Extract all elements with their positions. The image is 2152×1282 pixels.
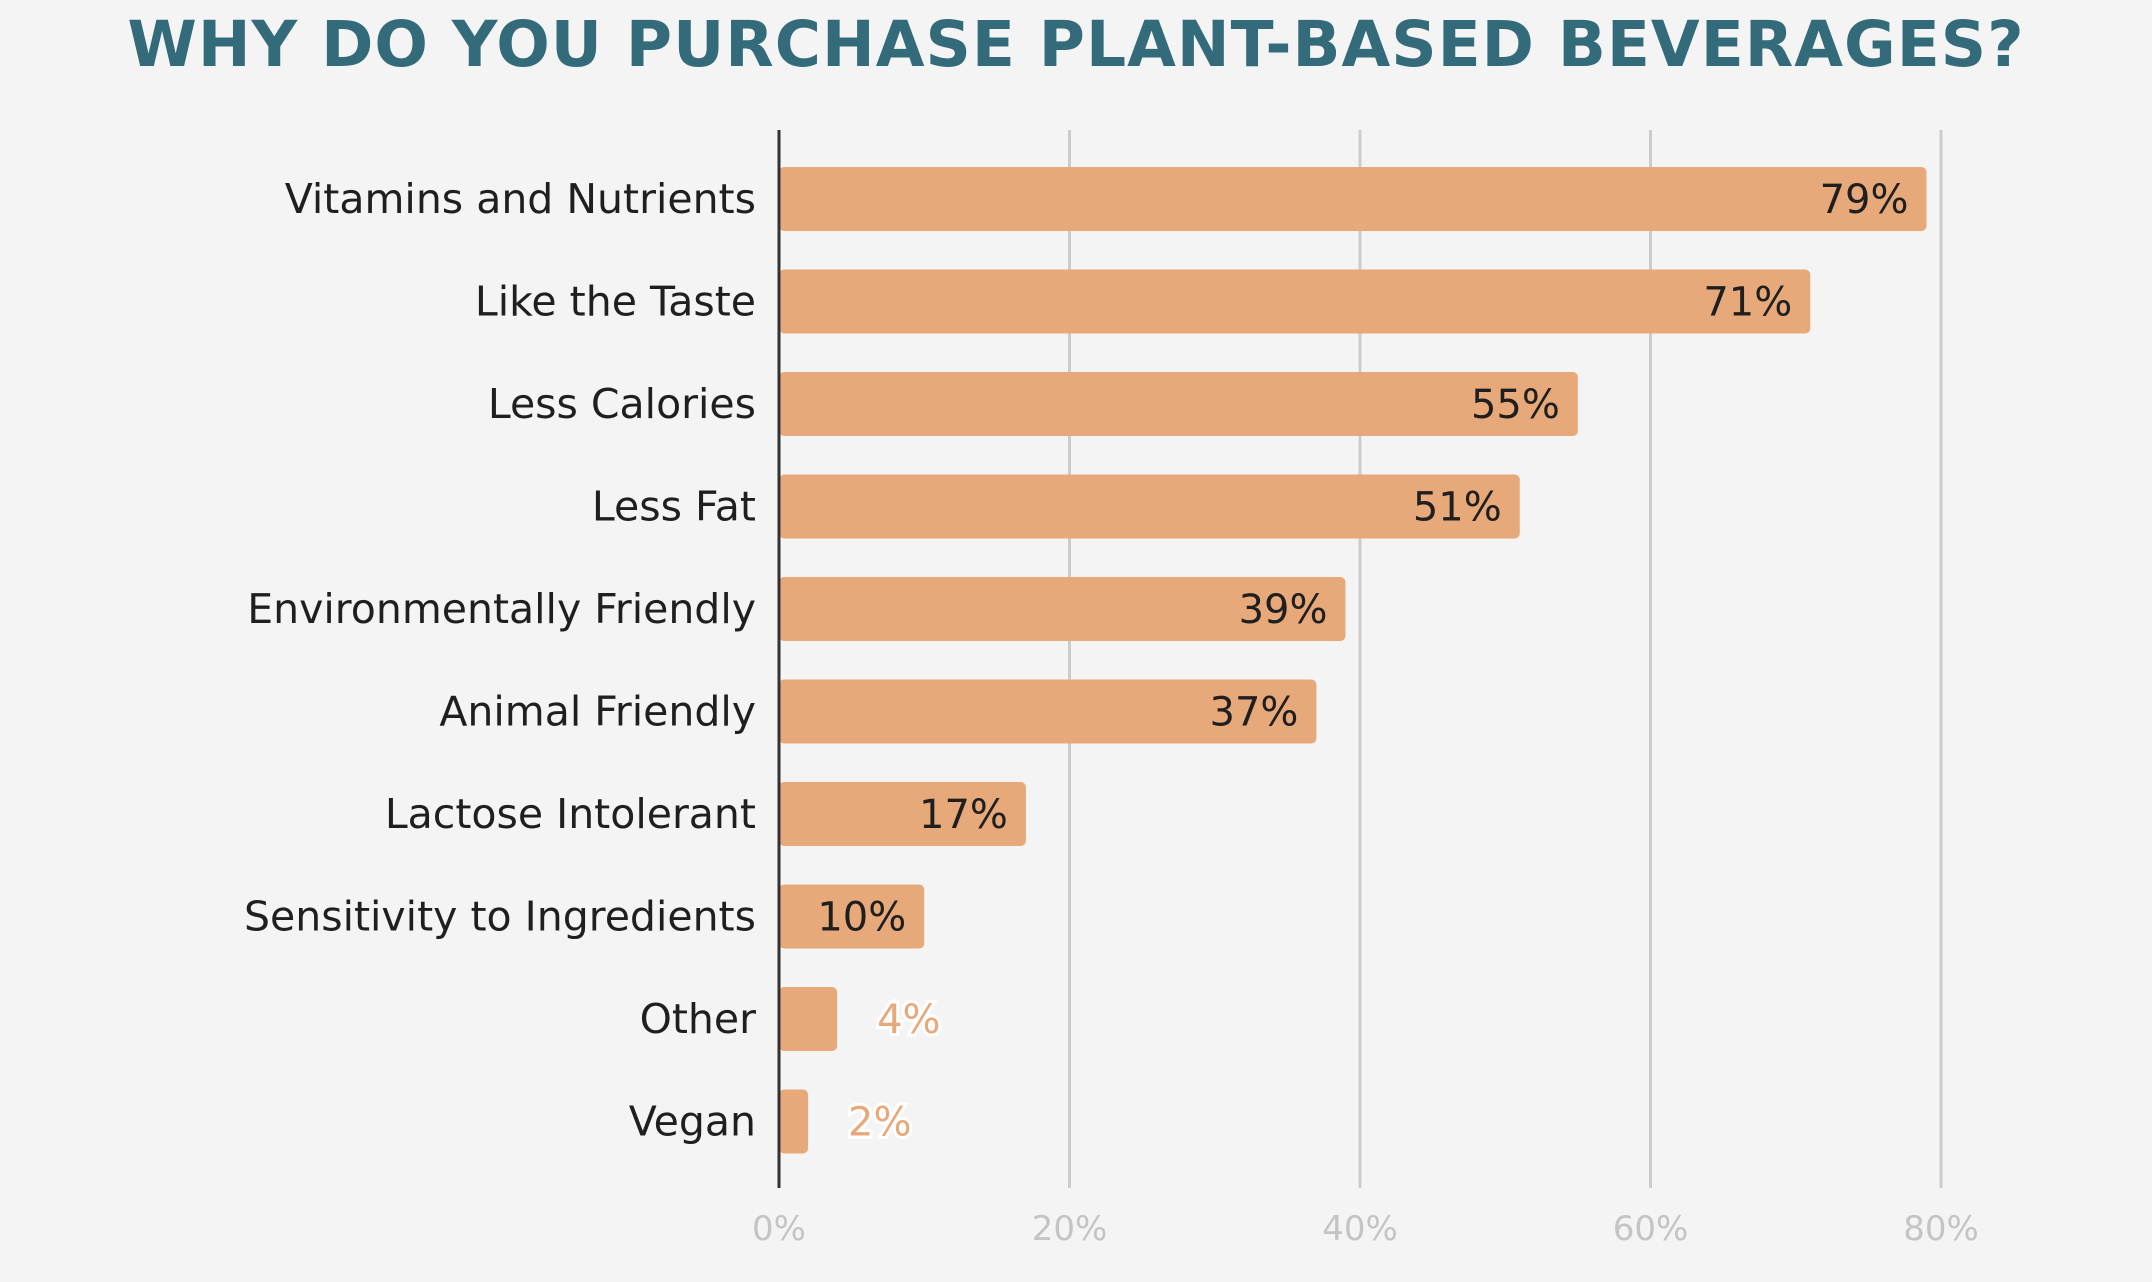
- x-tick-label: 0%: [752, 1209, 806, 1249]
- value-label: 79%: [1820, 177, 1909, 223]
- x-tick-label: 80%: [1903, 1209, 1979, 1249]
- bar: [779, 782, 1026, 846]
- value-label: 17%: [919, 792, 1008, 838]
- value-label: 39%: [1239, 587, 1328, 633]
- bar: [779, 577, 1346, 641]
- value-label: 37%: [1210, 690, 1299, 736]
- chart-title: WHY DO YOU PURCHASE PLANT-BASED BEVERAGE…: [127, 8, 2025, 81]
- x-tick-label: 40%: [1322, 1209, 1398, 1249]
- value-label: 10%: [817, 895, 906, 941]
- value-label: 71%: [1703, 280, 1792, 326]
- category-label: Vitamins and Nutrients: [285, 175, 756, 223]
- x-tick-label: 20%: [1032, 1209, 1108, 1249]
- bar: [779, 679, 1317, 744]
- value-label: 2%: [848, 1100, 911, 1146]
- category-label: Vegan: [629, 1098, 756, 1146]
- category-label: Like the Taste: [475, 278, 756, 326]
- value-label: 55%: [1471, 382, 1560, 428]
- bar: [779, 1089, 809, 1154]
- bar: [779, 987, 838, 1051]
- category-label: Sensitivity to Ingredients: [244, 893, 756, 941]
- bar: [779, 884, 925, 949]
- bar: [779, 167, 1927, 231]
- label-layer: 0% 20% 40% 60% 80% Vitamins and Nutrients 79% L…: [244, 175, 1979, 1249]
- category-label: Less Fat: [592, 483, 756, 531]
- category-label: Other: [640, 995, 757, 1043]
- bar: [779, 269, 1811, 334]
- bar-layer: [779, 167, 1927, 1154]
- x-tick-label: 60%: [1613, 1209, 1689, 1249]
- bar: [779, 474, 1520, 539]
- value-label: 51%: [1413, 485, 1502, 531]
- category-label: Animal Friendly: [439, 688, 756, 736]
- category-label: Environmentally Friendly: [247, 585, 756, 633]
- category-label: Less Calories: [488, 380, 756, 428]
- value-label: 4%: [877, 997, 940, 1043]
- category-label: Lactose Intolerant: [385, 790, 756, 838]
- bar: [779, 372, 1578, 436]
